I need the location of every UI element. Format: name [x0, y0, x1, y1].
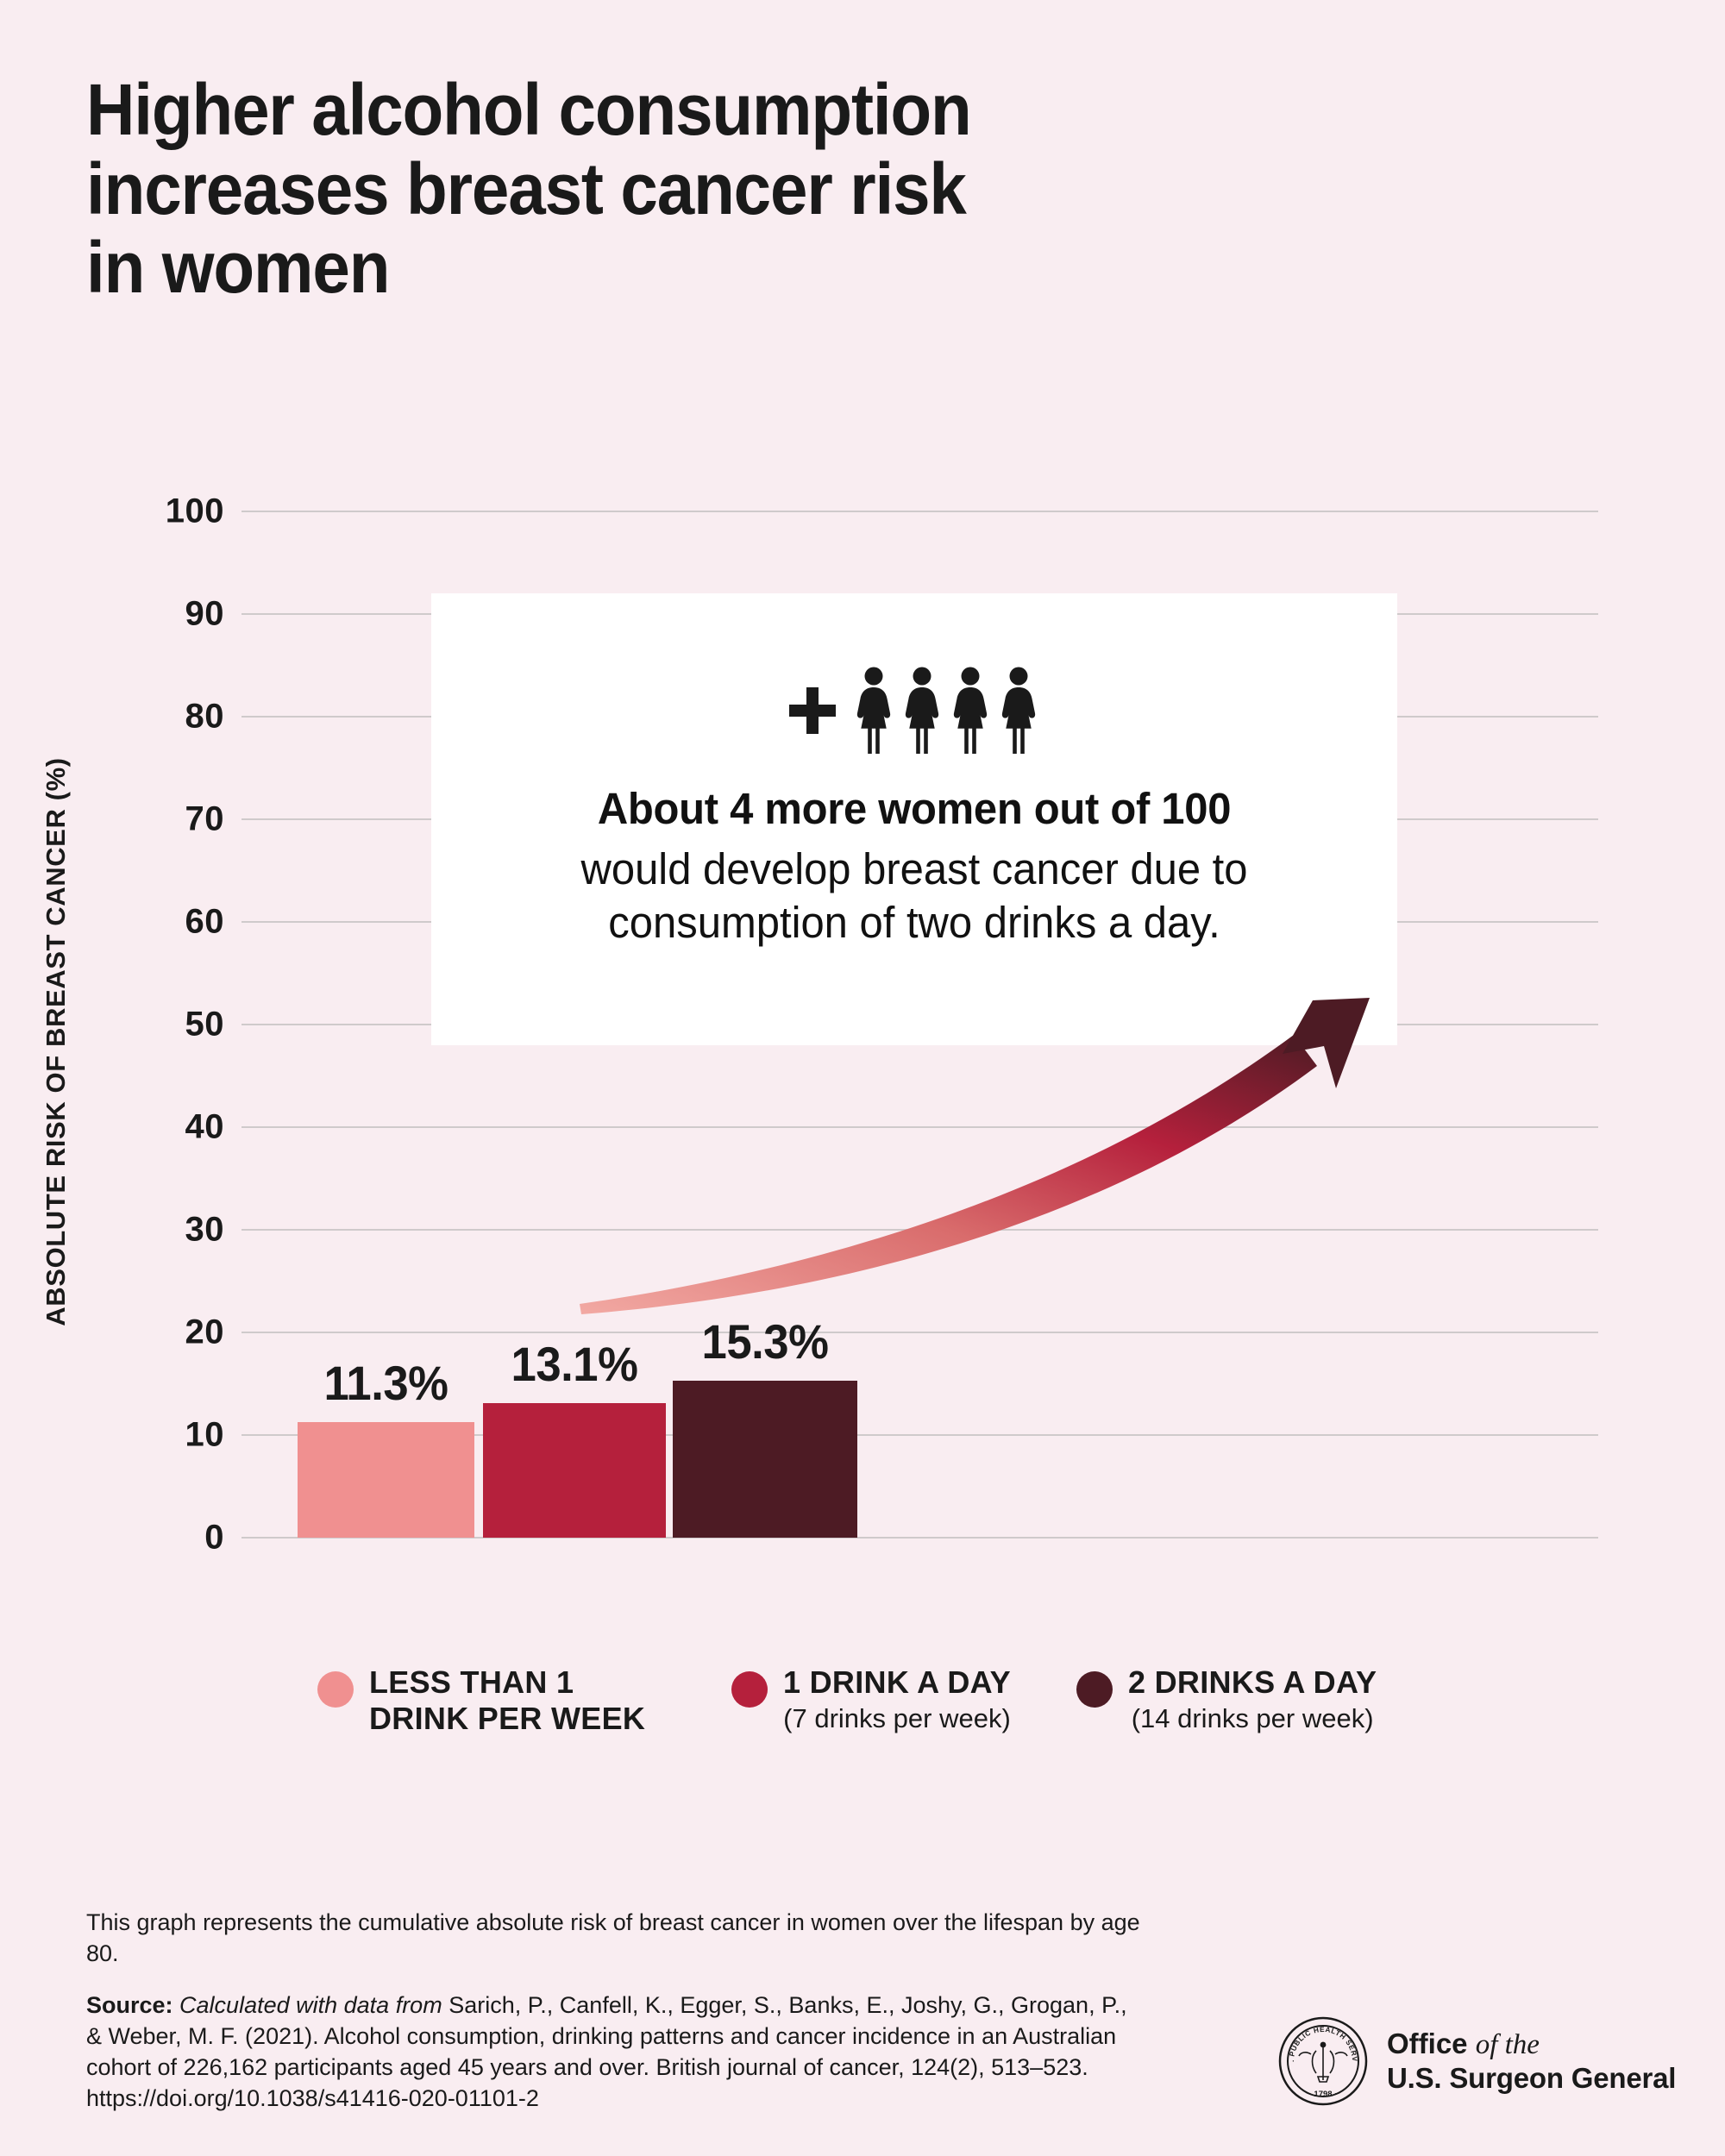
logo-line-1: Office of the — [1387, 2028, 1676, 2062]
y-axis-tick-label: 70 — [185, 799, 224, 838]
woman-figure-icon — [1001, 667, 1036, 754]
y-axis-title: ABSOLUTE RISK OF BREAST CANCER (%) — [41, 757, 71, 1326]
woman-figure-icon — [905, 667, 939, 754]
callout-icon-row — [431, 666, 1397, 755]
legend-title-line-1: LESS THAN 1 — [369, 1664, 574, 1700]
public-health-service-seal-icon: U.S. PUBLIC HEALTH SERVICE · 1798 · — [1278, 2016, 1368, 2106]
bar-value-label: 15.3% — [701, 1313, 829, 1369]
legend-item-1-drink-a-day[interactable]: 1 DRINK A DAY (7 drinks per week) — [731, 1664, 1076, 1736]
page-title: Higher alcohol consumption increases bre… — [86, 69, 1289, 309]
y-axis-tick-label: 30 — [185, 1210, 224, 1249]
bar-3[interactable] — [673, 1380, 857, 1538]
legend-subtext: (7 drinks per week) — [783, 1703, 1011, 1734]
logo-office: Office — [1387, 2027, 1468, 2059]
woman-figure-icon — [953, 667, 988, 754]
callout-box: About 4 more women out of 100 would deve… — [431, 593, 1397, 1045]
y-axis-tick-label: 0 — [204, 1518, 224, 1557]
logo-of-the: of the — [1475, 2028, 1540, 2060]
y-axis-tick-label: 80 — [185, 697, 224, 736]
gridline — [242, 1537, 1598, 1539]
chart-legend: LESS THAN 1 DRINK PER WEEK 1 DRINK A DAY… — [317, 1664, 1525, 1738]
legend-label: 2 DRINKS A DAY (14 drinks per week) — [1128, 1664, 1377, 1736]
callout-headline: About 4 more women out of 100 — [597, 784, 1232, 833]
legend-title-line-1: 1 DRINK A DAY — [783, 1664, 1011, 1700]
y-axis-tick-label: 60 — [185, 902, 224, 941]
y-axis-tick-label: 20 — [185, 1313, 224, 1351]
legend-label: 1 DRINK A DAY (7 drinks per week) — [783, 1664, 1011, 1736]
source-label: Source: — [86, 1991, 173, 2018]
legend-label: LESS THAN 1 DRINK PER WEEK — [369, 1664, 645, 1738]
plus-icon — [789, 687, 836, 734]
bar-value-label: 13.1% — [511, 1337, 638, 1392]
gridline — [242, 1229, 1598, 1231]
title-line-2: increases breast cancer risk — [86, 147, 967, 229]
footer-source: Source: Calculated with data from Sarich… — [86, 1990, 1147, 2115]
legend-title-line-2: DRINK PER WEEK — [369, 1701, 646, 1737]
bar-2[interactable] — [483, 1403, 666, 1538]
woman-figure-icon — [856, 667, 891, 754]
callout-body: would develop breast cancer due to consu… — [450, 843, 1377, 950]
callout-body-line-2: consumption of two drinks a day. — [608, 898, 1220, 948]
source-citation: Sarich, P., Canfell, K., Egger, S., Bank… — [86, 1991, 1127, 2111]
bar-1[interactable] — [298, 1421, 474, 1538]
bar-value-label: 11.3% — [323, 1355, 448, 1410]
legend-item-less-than-1[interactable]: LESS THAN 1 DRINK PER WEEK — [317, 1664, 731, 1738]
legend-color-swatch — [1076, 1671, 1113, 1708]
title-line-1: Higher alcohol consumption — [86, 69, 972, 150]
logo-line-2: U.S. Surgeon General — [1387, 2061, 1677, 2094]
callout-body-line-1: would develop breast cancer due to — [580, 844, 1248, 893]
logo-text: Office of the U.S. Surgeon General — [1387, 2028, 1676, 2096]
y-axis-tick-label: 50 — [185, 1005, 224, 1044]
legend-title-line-1: 2 DRINKS A DAY — [1128, 1664, 1377, 1700]
legend-color-swatch — [317, 1671, 354, 1708]
y-axis-tick-label: 40 — [185, 1107, 224, 1146]
title-line-3: in women — [86, 227, 390, 309]
y-axis-tick-label: 90 — [185, 594, 224, 633]
y-axis-tick-label: 10 — [185, 1415, 224, 1454]
source-italic: Calculated with data from — [179, 1991, 442, 2018]
surgeon-general-logo: U.S. PUBLIC HEALTH SERVICE · 1798 · Offi… — [1278, 2016, 1676, 2106]
footer-note: This graph represents the cumulative abs… — [86, 1909, 1140, 1966]
gridline — [242, 1332, 1598, 1333]
gridline — [242, 1434, 1598, 1436]
legend-item-2-drinks-a-day[interactable]: 2 DRINKS A DAY (14 drinks per week) — [1076, 1664, 1456, 1736]
svg-text:· 1798 ·: · 1798 · — [1309, 2090, 1338, 2099]
gridline — [242, 511, 1598, 512]
legend-subtext: (14 drinks per week) — [1131, 1703, 1374, 1734]
footer: This graph represents the cumulative abs… — [86, 1908, 1147, 2114]
y-axis-tick-label: 100 — [165, 492, 224, 530]
gridline — [242, 1126, 1598, 1128]
legend-color-swatch — [731, 1671, 768, 1708]
